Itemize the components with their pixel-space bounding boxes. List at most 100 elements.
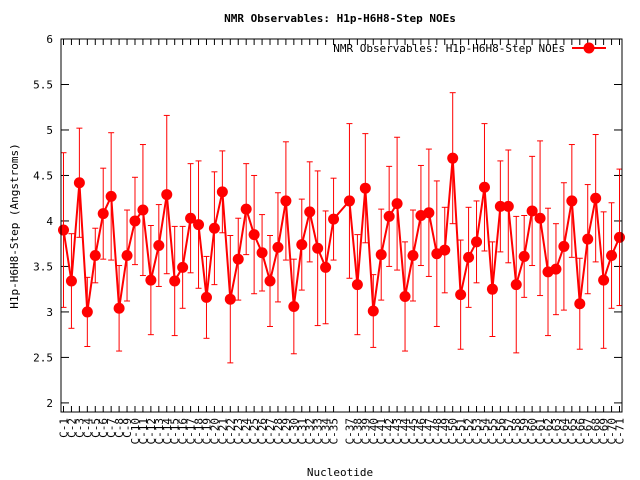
x-tick-label: C-52 [463, 418, 476, 445]
data-point [502, 200, 514, 212]
x-tick-label: C-9 [121, 418, 134, 438]
data-point [177, 261, 189, 273]
x-tick-label: C-45 [407, 418, 420, 445]
x-tick-label: C-56 [494, 418, 507, 445]
data-point [526, 205, 538, 217]
data-point [280, 195, 292, 207]
x-tick-label: C-1 [58, 418, 71, 438]
data-point [145, 274, 157, 286]
data-point [153, 240, 165, 252]
data-point [169, 275, 181, 287]
data-point [320, 261, 332, 273]
data-point [343, 195, 355, 207]
x-tick-label: C-47 [423, 418, 436, 445]
x-tick-label: C-22 [224, 418, 237, 445]
data-point [328, 213, 340, 225]
plot-area: 22.533.544.555.56C-1C-2C-3C-4C-5C-6C-7C-… [33, 33, 626, 445]
x-tick-label: C-71 [614, 418, 627, 445]
x-tick-label: C-8 [113, 418, 126, 438]
data-point [272, 241, 284, 253]
x-tick-label: C-43 [391, 418, 404, 445]
x-tick-label: C-28 [272, 418, 285, 445]
data-point [208, 222, 220, 234]
x-tick-label: C-23 [232, 418, 245, 445]
x-tick-label: C-41 [375, 418, 388, 445]
x-tick-label: C-46 [415, 418, 428, 445]
x-tick-label: C-10 [129, 418, 142, 445]
x-tick-label: C-5 [89, 418, 102, 438]
data-point [439, 244, 451, 256]
x-tick-label: C-11 [137, 418, 150, 445]
data-point [193, 219, 205, 231]
data-point [558, 240, 570, 252]
data-point [598, 274, 610, 286]
data-point [58, 224, 69, 236]
x-tick-label: C-67 [582, 418, 595, 445]
x-tick-label: C-13 [153, 418, 166, 445]
x-tick-label: C-7 [105, 418, 118, 438]
data-point [161, 189, 173, 201]
data-point [312, 242, 324, 254]
x-tick-label: C-32 [304, 418, 317, 445]
y-axis-label: H1p-H6H8-Step (Angstroms) [8, 143, 21, 309]
x-tick-label: C-44 [399, 418, 412, 445]
series-line [62, 158, 621, 313]
x-tick-label: C-63 [550, 418, 563, 445]
data-point [518, 250, 530, 262]
data-point [471, 236, 483, 248]
data-point [590, 192, 602, 204]
data-point [216, 186, 228, 198]
data-point [455, 289, 467, 301]
x-tick-label: C-35 [328, 418, 341, 445]
y-tick-label: 2 [46, 397, 53, 410]
data-point [185, 212, 197, 224]
y-tick-label: 3.5 [33, 260, 53, 273]
x-tick-label: C-40 [367, 418, 380, 445]
y-tick-label: 6 [46, 33, 53, 46]
x-tick-label: C-4 [81, 418, 94, 438]
x-tick-label: C-24 [240, 418, 253, 445]
data-point [256, 247, 268, 259]
data-point [534, 212, 546, 224]
x-tick-label: C-60 [526, 418, 539, 445]
data-point [391, 198, 403, 210]
y-tick-label: 4 [46, 215, 53, 228]
data-point [606, 250, 618, 262]
data-point [121, 250, 133, 262]
data-point [566, 195, 578, 207]
y-tick-label: 2.5 [33, 351, 53, 364]
x-tick-label: C-30 [288, 418, 301, 445]
legend: NMR Observables: H1p-H6H8-Step NOEs [333, 42, 606, 55]
data-point [399, 290, 411, 302]
y-tick-label: 4.5 [33, 169, 53, 182]
x-axis-label: Nucleotide [307, 466, 373, 479]
data-point [113, 302, 125, 314]
x-tick-label: C-64 [558, 418, 571, 445]
x-tick-label: C-14 [161, 418, 174, 445]
data-point [248, 229, 260, 241]
data-point [383, 210, 395, 222]
x-tick-label: C-16 [177, 418, 190, 445]
x-tick-label: C-15 [169, 418, 182, 445]
data-point [304, 206, 316, 218]
x-tick-label: C-19 [200, 418, 213, 445]
y-tick-label: 5.5 [33, 78, 53, 91]
data-point [288, 300, 300, 312]
x-tick-label: C-3 [73, 418, 86, 438]
x-tick-label: C-20 [208, 418, 221, 445]
x-tick-label: C-6 [97, 418, 110, 438]
data-point [447, 152, 459, 164]
data-point [486, 283, 498, 295]
data-point [200, 291, 212, 303]
data-point [367, 305, 379, 317]
data-point [359, 182, 371, 194]
y-tick-label: 5 [46, 124, 53, 137]
x-tick-label: C-51 [455, 418, 468, 445]
x-tick-label: C-39 [359, 418, 372, 445]
data-point [73, 177, 85, 189]
data-point [65, 275, 77, 287]
x-tick-label: C-54 [478, 418, 491, 445]
x-tick-label: C-61 [534, 418, 547, 445]
x-tick-label: C-42 [383, 418, 396, 445]
